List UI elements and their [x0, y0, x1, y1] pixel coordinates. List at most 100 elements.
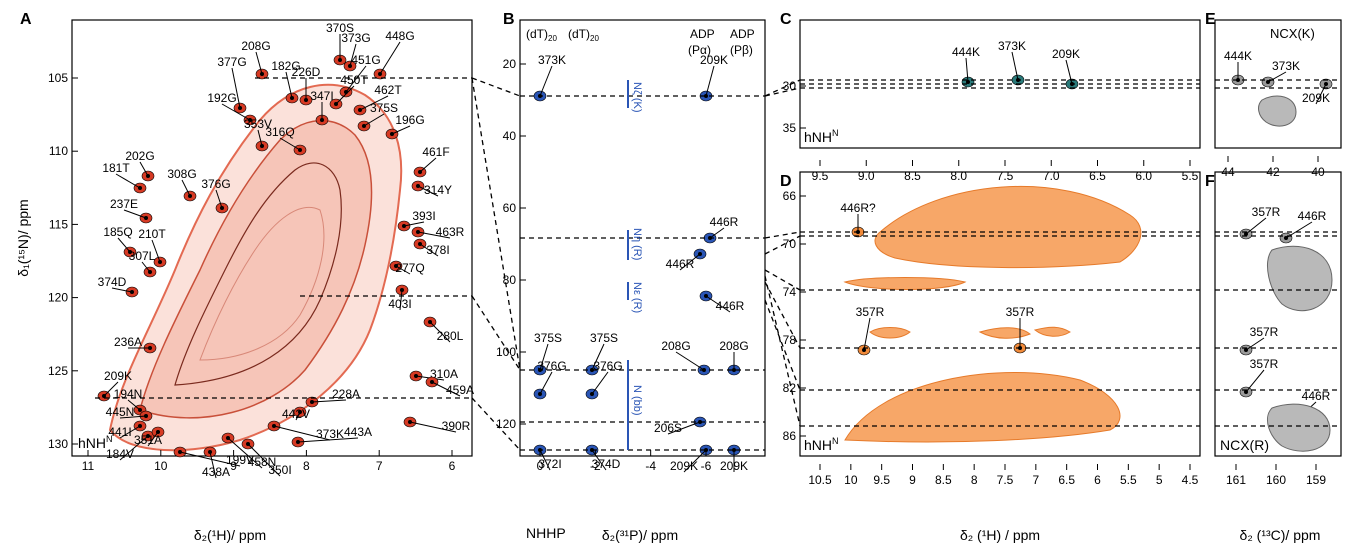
peak-label: 199V: [226, 453, 254, 467]
peak-label: 182G: [271, 59, 300, 73]
peak-leader: [141, 261, 151, 273]
peak-leader: [311, 399, 347, 403]
y-tick-label: 115: [49, 217, 68, 231]
x-tick-label: 8.5: [935, 473, 952, 487]
peak-label: 209K: [1052, 47, 1080, 61]
y-tick-label: 80: [503, 273, 517, 287]
peak-label: 209K: [700, 53, 728, 67]
panel-e-title: NCX(K): [1270, 26, 1315, 41]
panel-b-letter: B: [503, 11, 515, 28]
x-tick-label: 9: [909, 473, 916, 487]
side-label-nz-k: Nζ (K): [631, 82, 643, 113]
panel-a-letter: A: [20, 11, 32, 28]
peak-label: 451G: [351, 53, 380, 67]
peak-leader: [123, 209, 147, 219]
peak-label: 314Y: [424, 183, 452, 197]
peak-leader: [111, 287, 133, 293]
peak-label: 208G: [719, 339, 748, 353]
x-tick-label: 7: [1032, 473, 1039, 487]
peak-label: 373K: [1272, 59, 1300, 73]
peak-label: 310A: [430, 367, 458, 381]
panel-a-frame: [71, 19, 473, 457]
peak-label: 228A: [332, 387, 360, 401]
panel-f-letter: F: [1205, 173, 1215, 190]
peak-leader: [395, 265, 411, 275]
peak-label: 377G: [217, 55, 246, 69]
peak-leader: [709, 227, 725, 239]
peak-leader: [247, 443, 281, 477]
peak-label: 448G: [385, 29, 414, 43]
peak-leader: [675, 351, 705, 371]
y-tick-label: 35: [783, 121, 797, 135]
peak-label: 206S: [654, 421, 682, 435]
peak-label: 445N: [106, 405, 135, 419]
peak-label: 357R: [1250, 357, 1279, 371]
peak-label: 192G: [207, 91, 236, 105]
peak-leader: [1245, 217, 1267, 235]
peak-leader: [419, 243, 439, 257]
peak-label: 375S: [370, 101, 398, 115]
panel-a-x-label: δ₂(¹H)/ ppm: [194, 527, 266, 543]
panel-b-y-ticks: 20 40 60 80 100 120: [496, 57, 526, 431]
panel-b-x-label: δ₂(³¹P)/ ppm: [602, 527, 678, 543]
peak-leader: [295, 411, 301, 421]
peak-leader: [391, 125, 411, 135]
peak-label: 374D: [592, 457, 621, 471]
peak-label: 373K: [998, 39, 1026, 53]
peak-leader: [335, 85, 355, 105]
x-tick-label: 7.5: [997, 473, 1014, 487]
x-tick-label: 7: [376, 459, 383, 473]
peak-leader: [179, 451, 241, 467]
peak-label: 446R: [710, 215, 739, 229]
panel-e-frame: [1214, 19, 1342, 149]
y-tick-label: 20: [503, 57, 517, 71]
peak-leader: [1315, 83, 1327, 105]
x-tick-label: 5.5: [1120, 473, 1137, 487]
peak-label: 357R: [1250, 325, 1279, 339]
side-label-ne-r: Nε (R): [631, 282, 643, 313]
x-tick-label: 5.5: [1182, 169, 1199, 183]
peak-leader: [273, 425, 331, 441]
y-tick-label: 120: [48, 291, 68, 305]
peak-label: 209K: [1302, 91, 1330, 105]
x-tick-label: 160: [1266, 473, 1286, 487]
peak-leader: [359, 95, 389, 111]
peak-leader: [705, 295, 731, 313]
peak-label: 277Q: [395, 261, 424, 275]
peak-label: 184V: [106, 447, 134, 461]
peak-leader: [379, 41, 401, 75]
ncx-r-lower-contour: [1267, 403, 1331, 452]
x-tick-label: 0: [537, 459, 544, 473]
panel-a-experiment: hNHN: [78, 434, 113, 451]
peak-leader: [679, 253, 701, 271]
ncx-k-contour: [1258, 95, 1297, 127]
x-tick-label: 6: [449, 459, 456, 473]
panel-f-title: NCX(R): [1220, 437, 1269, 453]
peak-leader: [363, 113, 385, 127]
peak-label: 350I: [268, 463, 291, 477]
panel-b-experiment: NHHP: [526, 525, 566, 541]
peak-label: 202G: [125, 149, 154, 163]
peak-leader: [231, 67, 241, 109]
peak-leader: [139, 161, 149, 177]
x-tick-label: 10.5: [808, 473, 832, 487]
x-tick-label: 6.0: [1135, 169, 1152, 183]
x-tick-label: -4: [645, 459, 656, 473]
peak-leader: [417, 185, 439, 197]
peak-label: 308G: [167, 167, 196, 181]
peak-leader: [683, 449, 707, 473]
peak-leader: [119, 415, 147, 419]
panel-f-x-label: δ₂ (¹³C)/ ppm: [1240, 527, 1321, 543]
guide-lines-a-b: [95, 77, 521, 451]
peak-label: 185Q: [103, 225, 132, 239]
ncx-r-large-contour: [1267, 245, 1333, 312]
x-tick-label: 10: [844, 473, 858, 487]
peak-leader: [419, 157, 437, 173]
panel-d-y-ticks: 66 70 74 78 82 86: [783, 189, 806, 443]
peak-leader: [255, 51, 263, 75]
x-tick-label: 8.5: [904, 169, 921, 183]
panel-c-letter: C: [780, 11, 792, 28]
panel-b-dashed: [520, 95, 765, 451]
peak-label: 438A: [202, 465, 230, 479]
